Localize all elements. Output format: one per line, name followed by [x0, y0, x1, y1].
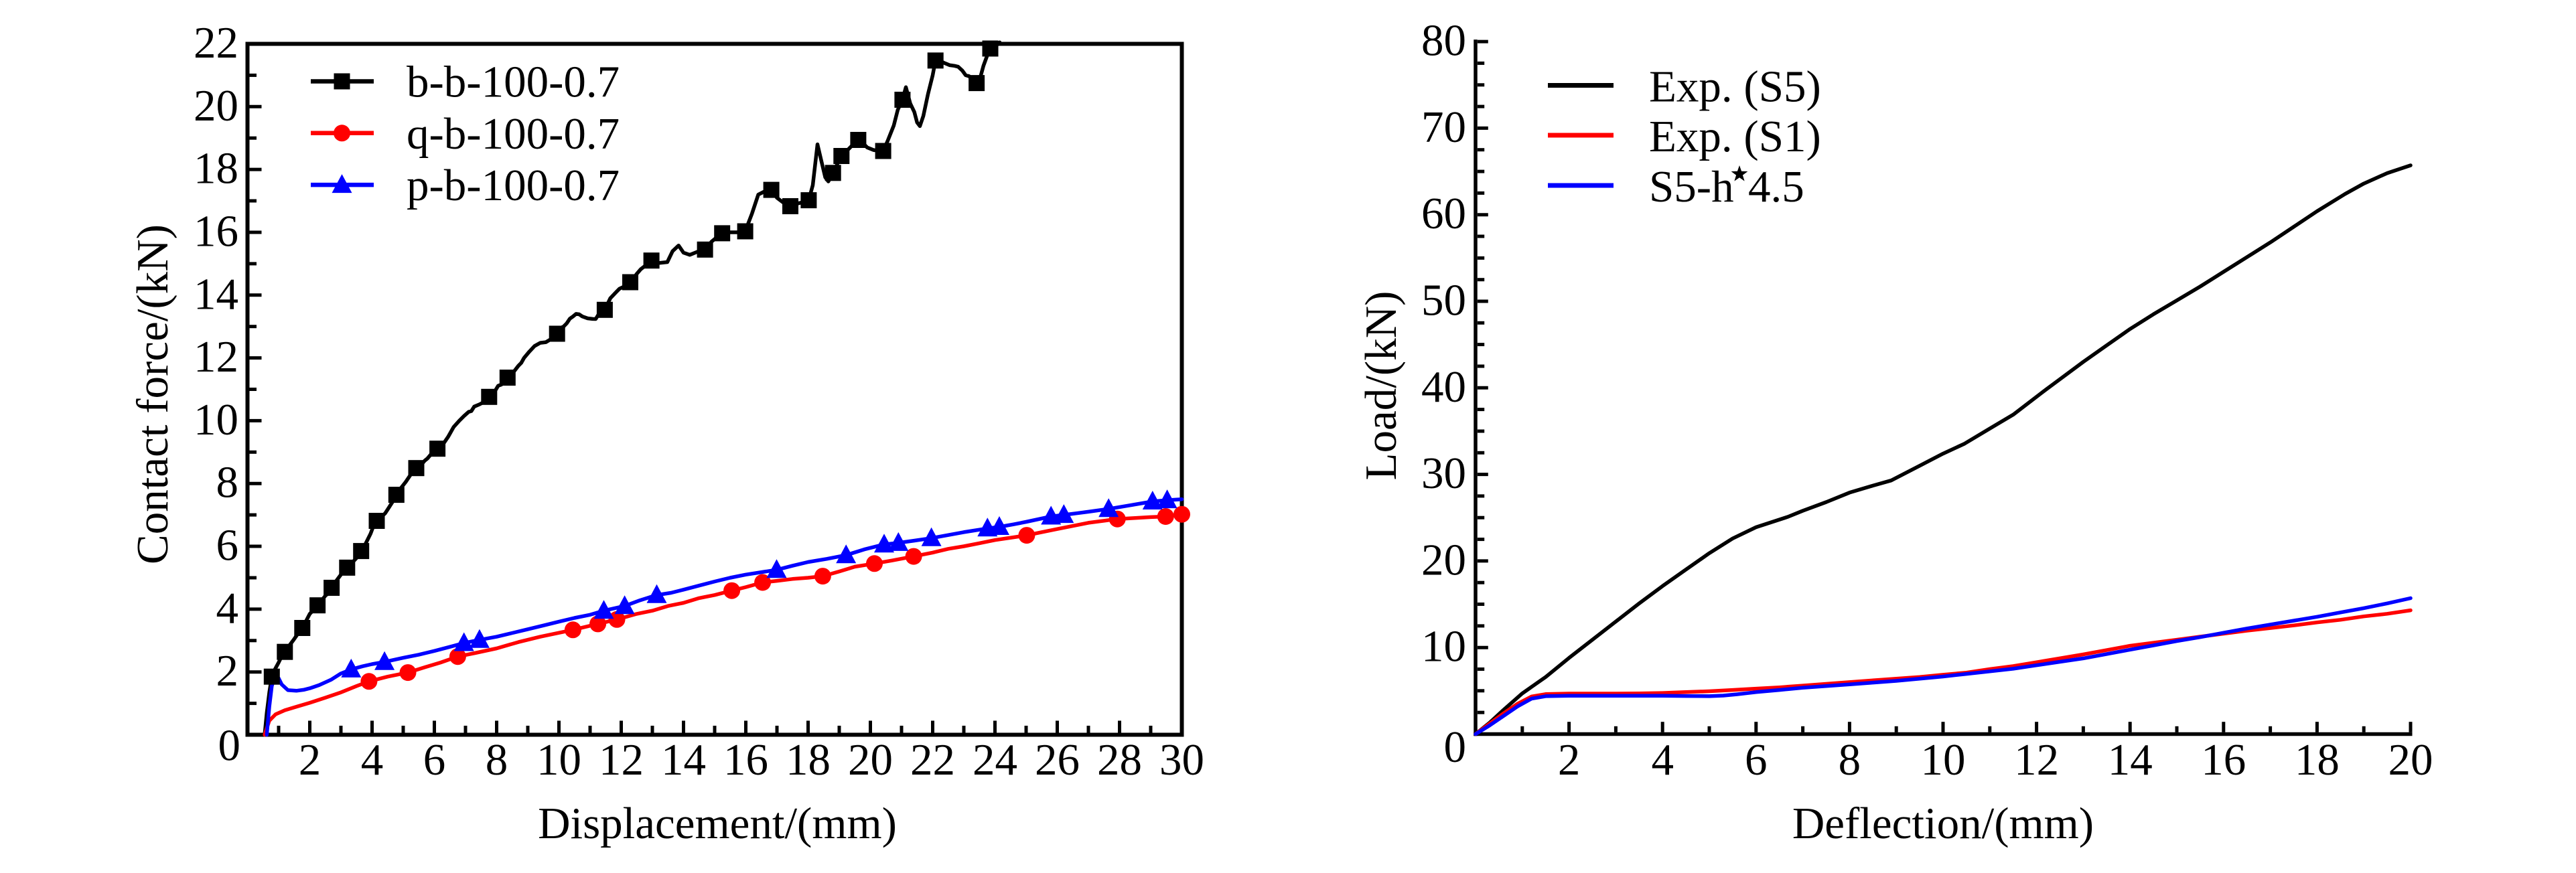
svg-text:30: 30	[1421, 449, 1466, 498]
svg-text:14: 14	[194, 269, 238, 319]
svg-text:Displacement/(mm): Displacement/(mm)	[538, 799, 897, 848]
svg-text:Load/(kN): Load/(kN)	[1356, 291, 1406, 481]
svg-text:0: 0	[1444, 722, 1467, 772]
svg-text:16: 16	[2201, 735, 2246, 785]
svg-text:6: 6	[423, 735, 446, 785]
svg-text:10: 10	[1421, 622, 1466, 671]
svg-text:8: 8	[1839, 735, 1861, 785]
svg-text:12: 12	[194, 332, 238, 382]
svg-text:60: 60	[1421, 189, 1466, 238]
svg-text:18: 18	[194, 144, 238, 193]
svg-text:p-b-100-0.7: p-b-100-0.7	[407, 161, 620, 210]
svg-text:20: 20	[2388, 735, 2433, 785]
svg-text:30: 30	[1159, 735, 1204, 785]
svg-text:10: 10	[1921, 735, 1966, 785]
svg-text:2: 2	[1558, 735, 1581, 785]
svg-text:Exp. (S5): Exp. (S5)	[1649, 62, 1821, 112]
svg-text:80: 80	[1421, 16, 1466, 66]
svg-text:4: 4	[216, 583, 239, 633]
svg-text:b-b-100-0.7: b-b-100-0.7	[407, 58, 620, 107]
svg-text:22: 22	[194, 18, 238, 68]
svg-text:6: 6	[216, 521, 239, 570]
svg-text:Exp. (S1): Exp. (S1)	[1649, 112, 1821, 161]
svg-text:28: 28	[1097, 735, 1142, 785]
svg-text:4.5: 4.5	[1748, 162, 1804, 212]
svg-text:0: 0	[218, 721, 241, 771]
svg-text:40: 40	[1421, 362, 1466, 412]
svg-text:20: 20	[848, 735, 893, 785]
svg-text:22: 22	[910, 735, 955, 785]
svg-text:16: 16	[194, 207, 238, 256]
svg-text:20: 20	[1421, 535, 1466, 584]
svg-text:8: 8	[216, 458, 239, 507]
svg-text:20: 20	[194, 81, 238, 131]
svg-text:26: 26	[1035, 735, 1080, 785]
svg-text:12: 12	[599, 735, 644, 785]
svg-text:S5-h: S5-h	[1649, 162, 1734, 212]
svg-text:4: 4	[361, 735, 384, 785]
svg-text:q-b-100-0.7: q-b-100-0.7	[407, 109, 620, 159]
svg-text:Contact force/(kN): Contact force/(kN)	[128, 224, 177, 564]
svg-text:10: 10	[536, 735, 581, 785]
svg-text:8: 8	[486, 735, 508, 785]
svg-text:Deflection/(mm): Deflection/(mm)	[1792, 799, 2094, 848]
svg-text:14: 14	[661, 735, 706, 785]
svg-text:24: 24	[973, 735, 1017, 785]
svg-text:18: 18	[786, 735, 831, 785]
svg-text:14: 14	[2108, 735, 2153, 785]
svg-text:6: 6	[1745, 735, 1768, 785]
svg-text:10: 10	[194, 395, 238, 445]
svg-text:50: 50	[1421, 276, 1466, 325]
svg-text:4: 4	[1651, 735, 1674, 785]
svg-text:2: 2	[216, 646, 239, 696]
svg-text:18: 18	[2295, 735, 2340, 785]
svg-text:2: 2	[299, 735, 321, 785]
svg-text:16: 16	[723, 735, 768, 785]
svg-text:12: 12	[2014, 735, 2059, 785]
svg-text:70: 70	[1421, 102, 1466, 152]
